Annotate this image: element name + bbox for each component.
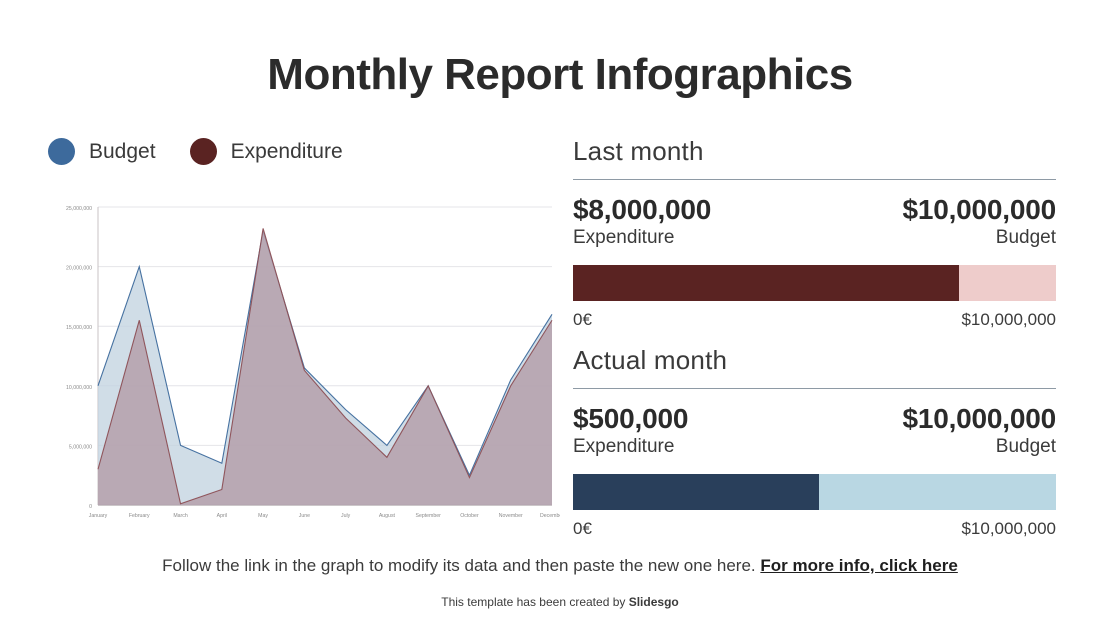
scale-min-label: 0€	[573, 309, 592, 329]
progress-bar-remainder	[959, 264, 1056, 301]
budget-caption: Budget	[995, 436, 1056, 458]
panel-figures: $500,000 Expenditure $10,000,000 Budget	[573, 403, 1056, 460]
chart-legend: Budget Expenditure	[48, 138, 343, 165]
expenditure-caption: Expenditure	[573, 227, 675, 249]
expenditure-caption: Expenditure	[573, 436, 675, 458]
svg-text:January: January	[89, 513, 108, 519]
panel-heading: Actual month	[573, 345, 728, 375]
progress-bar-fill	[573, 473, 820, 510]
svg-text:10,000,000: 10,000,000	[66, 385, 92, 391]
panel-last-month: Last month $8,000,000 Expenditure $10,00…	[573, 136, 1056, 330]
circle-icon	[189, 138, 217, 165]
panel-actual-month: Actual month $500,000 Expenditure $10,00…	[573, 345, 1056, 539]
scale-max-label: $10,000,000	[961, 518, 1056, 538]
area-chart[interactable]: 0 5,000,000 10,000,000 15,000,000 20,000,000…	[40, 195, 560, 535]
footer-credit: This template has been created by Slides…	[0, 595, 1120, 609]
expenditure-figure: $8,000,000 Expenditure	[573, 194, 711, 251]
svg-text:0: 0	[89, 504, 92, 510]
footer-note-text: Follow the link in the graph to modify i…	[162, 556, 761, 575]
budget-caption: Budget	[995, 227, 1056, 249]
progress-bar-scale: 0€ $10,000,000	[573, 310, 1056, 330]
more-info-link[interactable]: For more info, click here	[760, 556, 958, 575]
progress-bar-remainder	[819, 473, 1056, 510]
scale-min-label: 0€	[573, 518, 592, 538]
circle-icon	[48, 138, 75, 165]
svg-text:November: November	[499, 513, 523, 519]
svg-text:February: February	[129, 513, 150, 519]
budget-figure: $10,000,000 Budget	[902, 194, 1056, 251]
footer-note: Follow the link in the graph to modify i…	[0, 556, 1120, 576]
footer-credit-text: This template has been created by	[441, 595, 629, 609]
budget-figure: $10,000,000 Budget	[902, 403, 1056, 460]
legend-item-expenditure: Expenditure	[189, 138, 343, 165]
progress-bar	[573, 264, 1056, 301]
budget-amount: $10,000,000	[902, 403, 1056, 434]
legend-label-expenditure: Expenditure	[230, 139, 343, 163]
expenditure-amount: $500,000	[573, 403, 689, 434]
svg-text:5,000,000: 5,000,000	[69, 444, 92, 450]
svg-text:March: March	[173, 513, 188, 519]
slidesgo-brand: Slidesgo	[628, 595, 679, 609]
panel-heading: Last month	[573, 136, 704, 166]
svg-text:25,000,000: 25,000,000	[66, 206, 92, 212]
progress-bar	[573, 473, 1056, 510]
svg-text:December: December	[540, 513, 560, 519]
legend-item-budget: Budget	[48, 138, 156, 165]
divider	[573, 179, 1056, 180]
svg-text:August: August	[379, 513, 396, 519]
progress-bar-scale: 0€ $10,000,000	[573, 519, 1056, 539]
panel-figures: $8,000,000 Expenditure $10,000,000 Budge…	[573, 194, 1056, 251]
expenditure-amount: $8,000,000	[573, 194, 712, 225]
expenditure-figure: $500,000 Expenditure	[573, 403, 688, 460]
svg-text:April: April	[217, 513, 227, 519]
page-title: Monthly Report Infographics	[267, 50, 853, 99]
svg-text:June: June	[299, 513, 310, 519]
progress-bar-fill	[573, 264, 960, 301]
svg-text:September: September	[415, 513, 441, 519]
svg-text:October: October	[460, 513, 479, 519]
svg-text:15,000,000: 15,000,000	[66, 325, 92, 331]
svg-text:May: May	[258, 513, 268, 519]
svg-text:July: July	[341, 513, 351, 519]
divider	[573, 388, 1056, 389]
area-chart-canvas: 0 5,000,000 10,000,000 15,000,000 20,000,000…	[66, 206, 560, 519]
scale-max-label: $10,000,000	[961, 309, 1056, 329]
budget-amount: $10,000,000	[902, 194, 1056, 225]
svg-text:20,000,000: 20,000,000	[66, 266, 92, 272]
legend-label-budget: Budget	[89, 139, 156, 163]
